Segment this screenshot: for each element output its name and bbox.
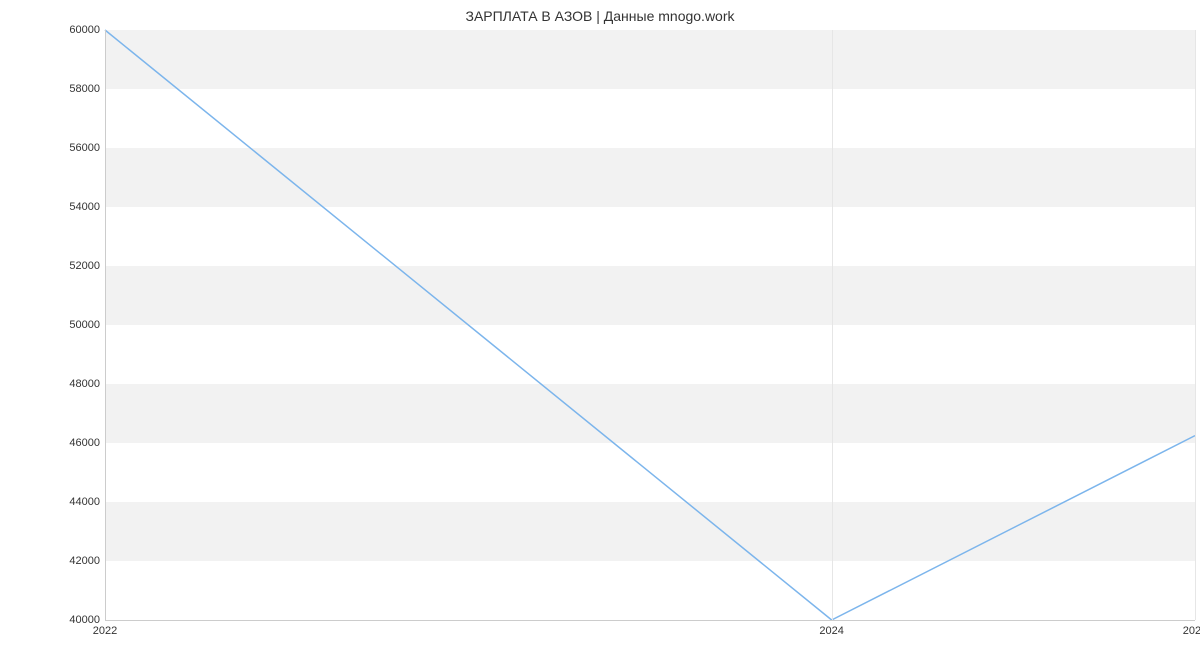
x-tick-label: 2024 [819,625,843,637]
y-axis-line [105,30,106,620]
x-tick-label: 2025 [1183,625,1200,637]
y-tick-label: 40000 [40,614,100,626]
plot-area [105,30,1195,620]
y-tick-label: 44000 [40,496,100,508]
series-line-salary [105,30,1195,620]
y-tick-label: 58000 [40,83,100,95]
x-axis-line [105,620,1195,621]
y-tick-label: 52000 [40,260,100,272]
x-tick-label: 2022 [93,625,117,637]
y-tick-label: 48000 [40,378,100,390]
y-tick-label: 60000 [40,24,100,36]
y-tick-label: 46000 [40,437,100,449]
line-layer [105,30,1195,620]
grid-vertical [832,30,833,620]
chart-title: ЗАРПЛАТА В АЗОВ | Данные mnogo.work [0,8,1200,24]
y-tick-label: 54000 [40,201,100,213]
y-tick-label: 50000 [40,319,100,331]
y-tick-label: 42000 [40,555,100,567]
grid-vertical [1195,30,1196,620]
y-tick-label: 56000 [40,142,100,154]
